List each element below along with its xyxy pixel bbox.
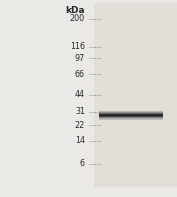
Bar bbox=[99, 119, 163, 120]
Text: 44: 44 bbox=[75, 90, 85, 99]
Bar bbox=[99, 112, 163, 113]
Bar bbox=[99, 114, 163, 115]
Bar bbox=[99, 117, 163, 118]
Text: 14: 14 bbox=[75, 136, 85, 145]
Text: 31: 31 bbox=[75, 107, 85, 116]
Bar bbox=[99, 111, 163, 112]
Text: 22: 22 bbox=[75, 121, 85, 130]
Bar bbox=[99, 116, 163, 117]
Text: 6: 6 bbox=[80, 159, 85, 168]
Bar bbox=[99, 118, 163, 119]
Text: 116: 116 bbox=[70, 42, 85, 51]
Text: kDa: kDa bbox=[65, 6, 85, 15]
Bar bbox=[94, 3, 177, 187]
Bar bbox=[99, 115, 163, 116]
Bar bbox=[99, 113, 163, 114]
Text: 200: 200 bbox=[70, 14, 85, 23]
Text: 97: 97 bbox=[75, 54, 85, 63]
Text: 66: 66 bbox=[75, 70, 85, 79]
